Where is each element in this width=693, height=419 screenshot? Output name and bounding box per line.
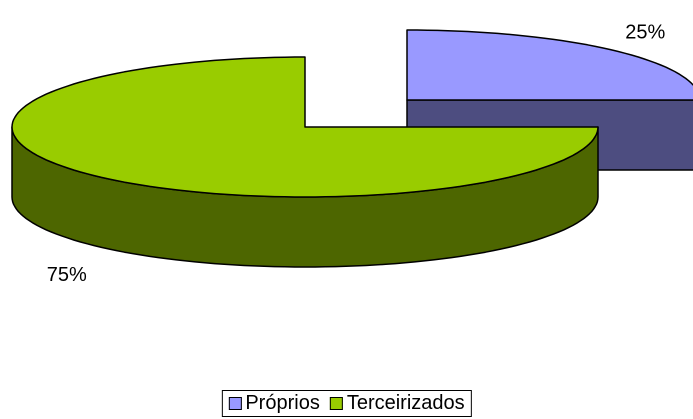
legend: Próprios Terceirizados [221, 390, 472, 417]
legend-item: Terceirizados [329, 392, 465, 415]
data-label: 25% [625, 21, 665, 43]
legend-label: Terceirizados [346, 392, 465, 414]
legend-swatch [228, 397, 242, 410]
slice-top [406, 29, 693, 101]
pie-area: 25% 75% [11, 21, 693, 286]
legend-item: Próprios [228, 392, 320, 415]
legend-swatch [329, 397, 343, 410]
data-label: 75% [47, 264, 87, 286]
slice [11, 56, 599, 268]
slice-top [11, 56, 599, 198]
legend-label: Próprios [245, 392, 320, 414]
